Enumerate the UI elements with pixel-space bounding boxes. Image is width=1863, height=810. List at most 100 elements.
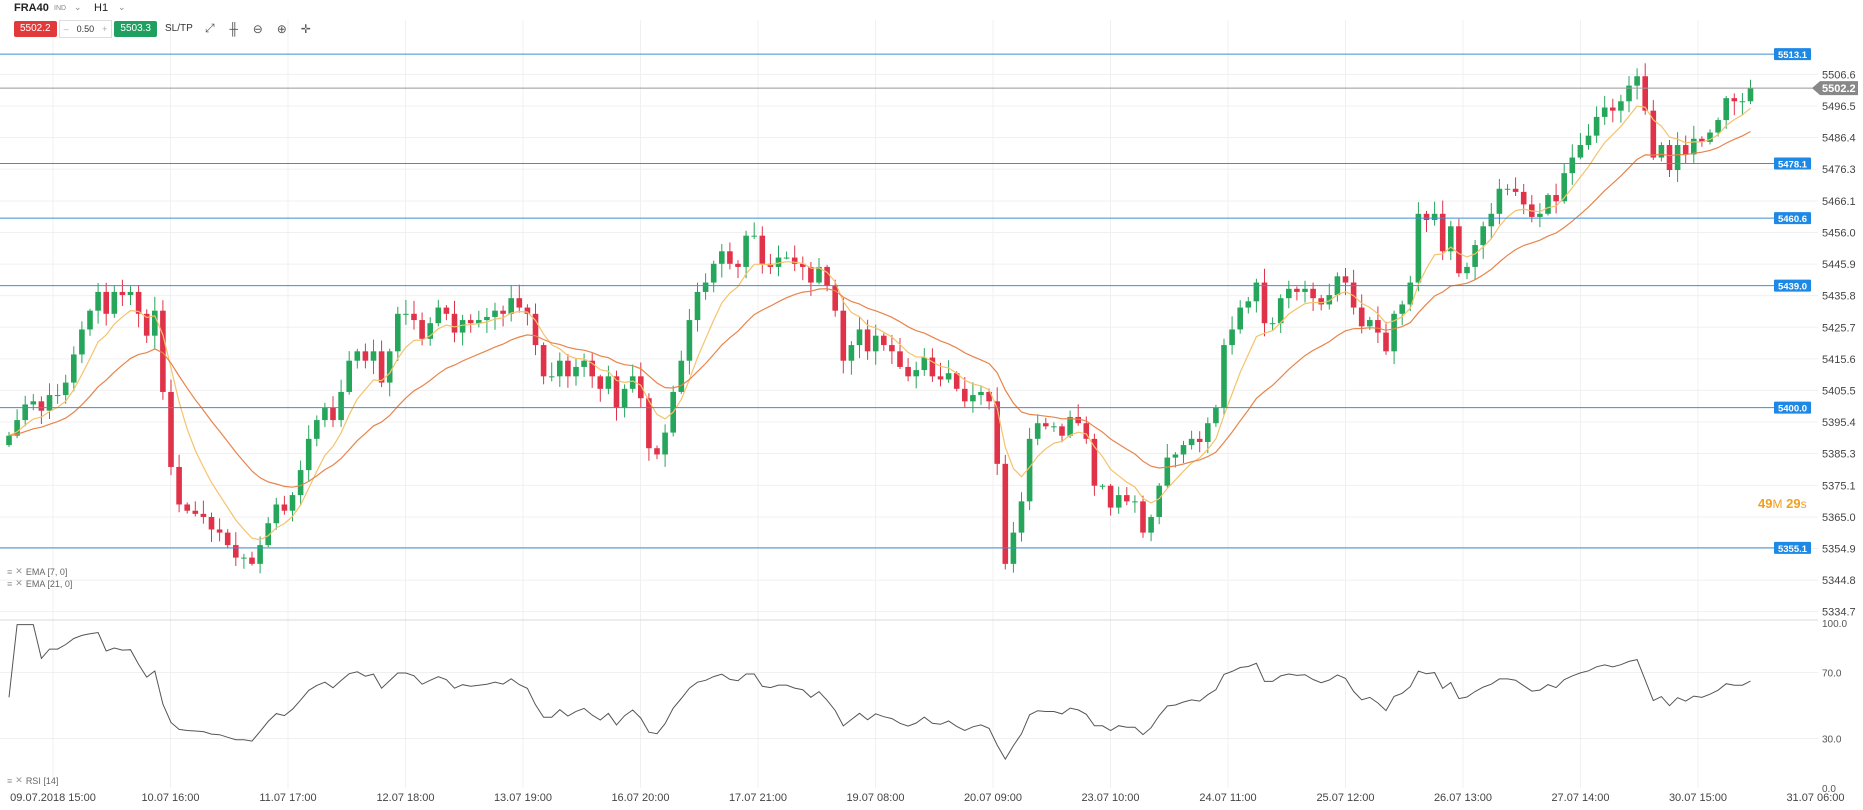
bearish-candle[interactable] xyxy=(200,500,207,524)
bullish-candle[interactable] xyxy=(581,353,587,377)
bearish-candle[interactable] xyxy=(192,501,199,517)
bearish-candle[interactable] xyxy=(1091,433,1098,496)
bullish-candle[interactable] xyxy=(1464,262,1470,280)
bullish-candle[interactable] xyxy=(1626,76,1632,113)
bullish-candle[interactable] xyxy=(1601,95,1608,125)
bullish-candle[interactable] xyxy=(1172,452,1179,468)
bullish-candle[interactable] xyxy=(548,362,555,382)
chevron-down-icon[interactable]: ⌄ xyxy=(118,2,126,12)
bearish-candle[interactable] xyxy=(1124,487,1130,506)
bearish-candle[interactable] xyxy=(824,264,830,292)
bullish-candle[interactable] xyxy=(1302,280,1308,303)
close-icon[interactable]: ✕ xyxy=(15,775,23,785)
bullish-candle[interactable] xyxy=(1569,144,1576,185)
bearish-candle[interactable] xyxy=(929,348,936,382)
bullish-candle[interactable] xyxy=(427,317,433,346)
bearish-candle[interactable] xyxy=(1383,321,1389,355)
price-level-label[interactable]: 5513.1 xyxy=(1774,48,1811,61)
bearish-candle[interactable] xyxy=(1059,423,1065,443)
bullish-candle[interactable] xyxy=(1164,444,1171,488)
bullish-candle[interactable] xyxy=(1237,300,1243,334)
bullish-candle[interactable] xyxy=(46,383,53,419)
bullish-candle[interactable] xyxy=(872,324,879,365)
bullish-candle[interactable] xyxy=(1585,124,1592,150)
bullish-candle[interactable] xyxy=(1010,521,1017,573)
bullish-candle[interactable] xyxy=(1747,79,1754,105)
bullish-candle[interactable] xyxy=(1399,300,1405,326)
close-icon[interactable]: ✕ xyxy=(15,566,23,576)
bearish-candle[interactable] xyxy=(1043,417,1049,430)
timeframe-selector[interactable]: H1 xyxy=(94,2,109,14)
zoom-in-icon[interactable]: ⊕ xyxy=(276,21,287,36)
bullish-candle[interactable] xyxy=(1391,310,1397,365)
bullish-candle[interactable] xyxy=(484,307,490,333)
bullish-candle[interactable] xyxy=(127,286,134,305)
menu-icon[interactable]: ≡ xyxy=(7,775,13,786)
close-icon[interactable]: ✕ xyxy=(15,578,23,588)
bullish-candle[interactable] xyxy=(346,351,352,395)
bullish-candle[interactable] xyxy=(1026,427,1033,511)
bullish-candle[interactable] xyxy=(1407,275,1414,312)
bullish-candle[interactable] xyxy=(1148,514,1154,542)
bullish-candle[interactable] xyxy=(1180,440,1187,464)
chevron-down-icon[interactable]: ⌄ xyxy=(74,2,82,12)
bearish-candle[interactable] xyxy=(168,379,174,476)
bearish-candle[interactable] xyxy=(905,358,911,382)
bearish-candle[interactable] xyxy=(516,284,523,313)
bullish-candle[interactable] xyxy=(1156,483,1162,525)
bullish-candle[interactable] xyxy=(403,299,409,325)
price-level-label[interactable]: 5439.0 xyxy=(1774,279,1811,293)
bullish-candle[interactable] xyxy=(670,385,676,437)
bearish-candle[interactable] xyxy=(1456,218,1462,277)
bearish-candle[interactable] xyxy=(1642,63,1648,115)
bullish-candle[interactable] xyxy=(945,360,952,383)
bearish-candle[interactable] xyxy=(1439,200,1446,261)
bearish-candle[interactable] xyxy=(962,377,968,408)
bullish-candle[interactable] xyxy=(1034,414,1041,446)
bullish-candle[interactable] xyxy=(1593,106,1600,143)
bullish-candle[interactable] xyxy=(1051,422,1057,432)
bearish-candle[interactable] xyxy=(1140,495,1146,538)
bearish-candle[interactable] xyxy=(208,512,215,543)
bullish-candle[interactable] xyxy=(1229,316,1235,355)
bullish-candle[interactable] xyxy=(662,424,668,467)
bullish-candle[interactable] xyxy=(492,302,498,330)
bullish-candle[interactable] xyxy=(459,314,466,346)
bullish-candle[interactable] xyxy=(152,296,158,349)
crosshair-icon[interactable]: ✛ xyxy=(300,21,311,36)
bearish-candle[interactable] xyxy=(735,260,741,279)
bearish-candle[interactable] xyxy=(889,335,895,365)
bullish-candle[interactable] xyxy=(775,245,782,277)
bearish-candle[interactable] xyxy=(589,353,595,388)
bearish-candle[interactable] xyxy=(1553,183,1559,214)
bearish-candle[interactable] xyxy=(791,245,798,272)
bullish-candle[interactable] xyxy=(1739,92,1746,116)
bullish-candle[interactable] xyxy=(1326,283,1333,310)
zoom-out-icon[interactable]: ⊖ xyxy=(252,21,263,36)
bearish-candle[interactable] xyxy=(160,300,166,400)
quantity-stepper[interactable]: – 0.50 + xyxy=(58,19,113,38)
quantity-minus-button[interactable]: – xyxy=(63,23,69,34)
bearish-candle[interactable] xyxy=(881,333,887,351)
bullish-candle[interactable] xyxy=(62,374,69,404)
bearish-candle[interactable] xyxy=(1512,177,1519,197)
bullish-candle[interactable] xyxy=(719,244,725,278)
bullish-candle[interactable] xyxy=(6,431,12,447)
bullish-candle[interactable] xyxy=(629,364,636,393)
bullish-candle[interactable] xyxy=(1099,484,1106,490)
price-level-label[interactable]: 5400.0 xyxy=(1774,401,1811,415)
bullish-candle[interactable] xyxy=(856,316,863,359)
menu-icon[interactable]: ≡ xyxy=(7,578,13,589)
sl-tp-button[interactable]: SL/TP xyxy=(165,23,193,34)
menu-icon[interactable]: ≡ xyxy=(7,566,13,577)
quantity-plus-button[interactable]: + xyxy=(102,23,108,34)
bearish-candle[interactable] xyxy=(362,343,369,369)
bullish-candle[interactable] xyxy=(71,346,77,392)
bearish-candle[interactable] xyxy=(38,396,45,425)
bearish-candle[interactable] xyxy=(281,495,288,515)
bearish-candle[interactable] xyxy=(994,387,1000,475)
bearish-candle[interactable] xyxy=(176,454,182,513)
bullish-candle[interactable] xyxy=(978,386,984,405)
bullish-candle[interactable] xyxy=(354,348,361,369)
